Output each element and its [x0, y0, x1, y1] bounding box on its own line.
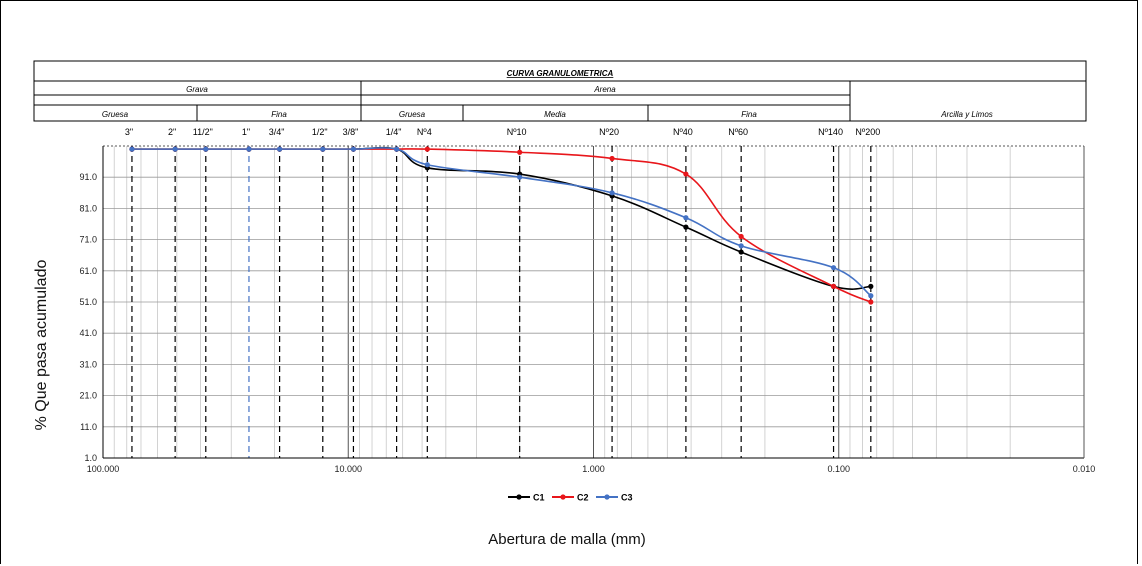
x-axis-title: Abertura de malla (mm) [488, 531, 646, 548]
data-point [350, 146, 357, 152]
data-point [424, 146, 430, 152]
y-tick-label: 1.0 [84, 453, 97, 463]
data-point [320, 146, 326, 152]
grid [102, 145, 1085, 459]
x-tick-label: 1.000 [582, 464, 605, 474]
sieve-label: 1" [242, 127, 250, 137]
data-point [738, 249, 744, 255]
data-point [172, 146, 178, 152]
y-tick-label: 61.0 [79, 266, 97, 276]
y-tick-label: 81.0 [79, 203, 97, 213]
sieve-label: Nº40 [673, 127, 693, 137]
sieve-label: Nº10 [507, 127, 527, 137]
sieve-lines: 3" 2" 11/2" 1" 3/4" 1/2" 3/8" 1/4" Nº4 Nº10 Nº20 Nº… [125, 127, 880, 458]
x-tick-label: 0.010 [1073, 464, 1096, 474]
y-tick-label: 21.0 [79, 391, 97, 401]
data-point [868, 283, 874, 289]
header-grava: Grava [186, 85, 208, 94]
data-point [830, 265, 837, 271]
data-point [683, 215, 689, 221]
sieve-label: 3/8" [343, 127, 359, 137]
legend-item-c1: C1 [508, 493, 545, 503]
sieve-label: 3" [125, 127, 133, 137]
legend-item-c2: C2 [552, 493, 589, 503]
data-point [738, 233, 744, 240]
data-point [394, 146, 400, 152]
y-tick-label: 71.0 [79, 235, 97, 245]
classification-header: CURVA GRANULOMETRICA Grava Arena Gruesa … [33, 60, 1087, 122]
x-tick-label: 100.000 [87, 464, 120, 474]
sieve-label: Nº60 [728, 127, 748, 137]
header-gruesa-grava: Gruesa [102, 110, 129, 119]
series-lines [129, 146, 874, 305]
header-arcilla-limos: Arcilla y Limos [940, 110, 993, 119]
header-title: CURVA GRANULOMETRICA [507, 69, 614, 78]
y-tick-label: 31.0 [79, 359, 97, 369]
y-tick-label: 11.0 [80, 422, 97, 432]
series-c3 [129, 146, 874, 299]
y-tick-label: 91.0 [79, 172, 97, 182]
legend-label: C2 [577, 493, 589, 503]
header-media-arena: Media [544, 110, 566, 119]
legend-item-c3: C3 [596, 493, 633, 503]
data-point [203, 146, 209, 152]
y-axis-title: % Que pasa acumulado [33, 260, 50, 431]
sieve-label: 3/4" [269, 127, 285, 137]
data-point [517, 174, 523, 180]
sieve-label: 1/2" [312, 127, 328, 137]
header-fina-arena: Fina [741, 110, 757, 119]
data-point [868, 293, 874, 299]
sieve-label: 11/2" [193, 127, 213, 137]
data-point [129, 146, 135, 152]
sieve-label: Nº4 [417, 127, 432, 137]
header-gruesa-arena: Gruesa [399, 110, 426, 119]
data-point [683, 224, 689, 230]
axes: 1.0 11.0 21.0 31.0 41.0 51.0 61.0 71.0 81.0 91.0 1… [79, 146, 1095, 474]
x-tick-label: 0.100 [827, 464, 850, 474]
y-tick-label: 41.0 [79, 328, 97, 338]
sieve-label: 2" [168, 127, 176, 137]
legend-marker [516, 494, 522, 500]
legend-label: C1 [533, 493, 545, 503]
sieve-label: 1/4" [386, 127, 402, 137]
sieve-label: Nº200 [855, 127, 880, 137]
legend-marker [560, 494, 566, 500]
header-fina-grava: Fina [271, 110, 287, 119]
data-point [830, 283, 837, 289]
sieve-label: Nº140 [818, 127, 843, 137]
data-point [683, 171, 689, 177]
legend-marker [604, 494, 610, 500]
legend: C1 C2 C3 [508, 493, 633, 503]
data-point [277, 146, 283, 152]
legend-label: C3 [621, 493, 633, 503]
sieve-label: Nº20 [599, 127, 619, 137]
series-line-c3 [131, 147, 872, 297]
header-arena: Arena [593, 85, 616, 94]
data-point [424, 162, 430, 168]
y-tick-label: 51.0 [79, 297, 97, 307]
data-point [517, 149, 523, 155]
data-point [246, 146, 252, 152]
data-point [738, 243, 744, 249]
data-point [609, 190, 615, 196]
data-point [609, 155, 615, 162]
x-tick-label: 10.000 [334, 464, 362, 474]
data-point [868, 299, 874, 305]
